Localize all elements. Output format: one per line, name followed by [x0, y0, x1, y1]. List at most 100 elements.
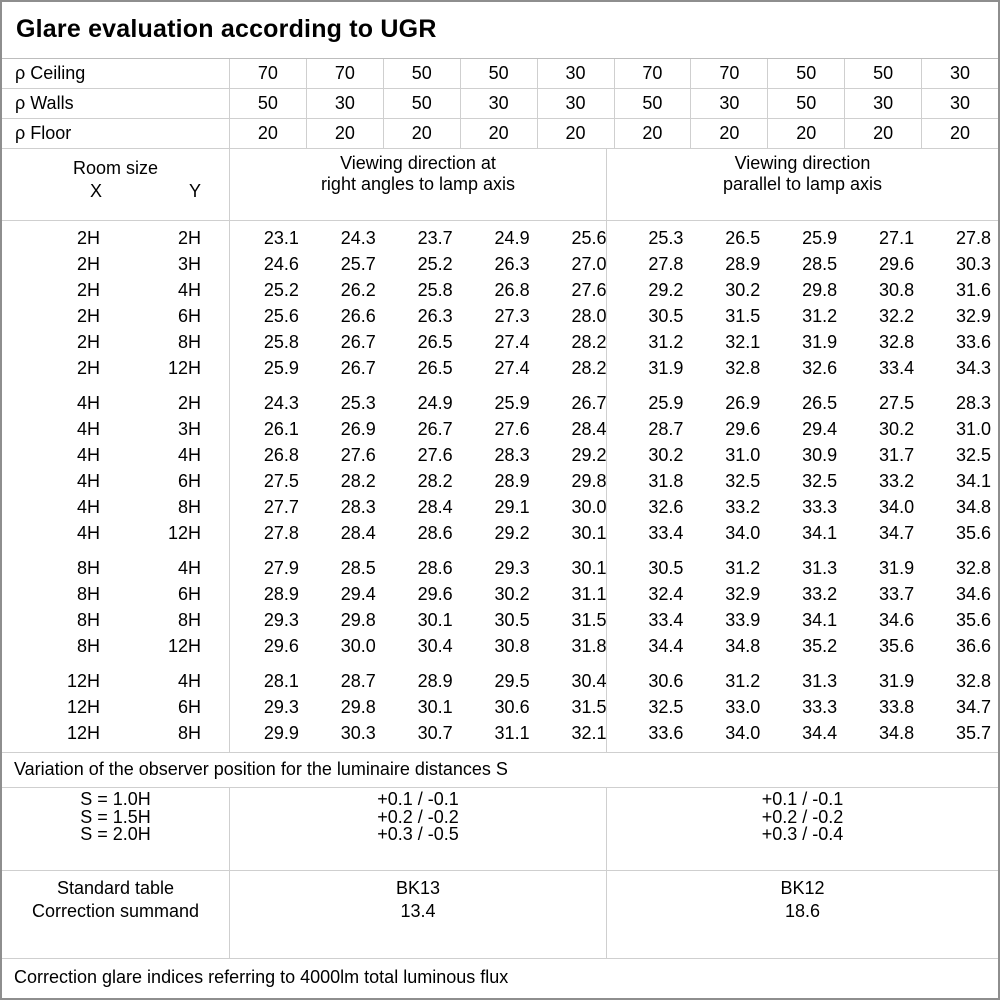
ugr-value-cell: 29.6: [417, 584, 453, 604]
ugr-value-cell: 25.3: [340, 393, 376, 413]
table-row: 2H 6H 25.6 26.6 26.3 27.3 28.0 30.5 31.5 31.2 32.2…: [2, 303, 998, 329]
s-label-3: S = 2.0H: [80, 824, 151, 844]
ugr-value-cell: 28.2: [571, 332, 607, 352]
reflectance-value-cell: 30: [844, 89, 921, 118]
room-size-group: 4H 2H 24.3 25.3 24.9 25.9 26.7 25.9 26.9 26.5 27.5…: [2, 390, 998, 546]
ugr-value-cell: 33.2: [725, 497, 761, 517]
ugr-value-cell: 27.8: [648, 254, 684, 274]
ugr-value-cell: 35.2: [802, 636, 838, 656]
ugr-value-cell: 30.3: [340, 723, 376, 743]
column-divider-center: [606, 221, 607, 752]
ugr-value-cell: 26.5: [417, 332, 453, 352]
ugr-value-cell: 33.6: [648, 723, 684, 743]
ugr-value-cell: 30.1: [571, 558, 607, 578]
ugr-value-cell: 28.3: [340, 497, 376, 517]
ugr-value-cell: 26.8: [494, 280, 530, 300]
ugr-value-cell: 31.8: [648, 471, 684, 491]
room-xy-labels: X Y: [2, 181, 229, 202]
standard-table-label: Standard table: [56, 878, 175, 898]
ugr-value-cell: 25.9: [263, 358, 299, 378]
ugr-value-cell: 32.8: [879, 332, 915, 352]
ugr-value-cell: 31.5: [571, 610, 607, 630]
ugr-value-cell: 28.9: [417, 671, 453, 691]
reflectance-value-cell: 50: [767, 59, 844, 88]
ugr-value-cell: 34.8: [725, 636, 761, 656]
variation-note: Variation of the observer position for t…: [2, 753, 998, 788]
ugr-value-cell: 30.2: [725, 280, 761, 300]
ugr-value-cell: 25.9: [648, 393, 684, 413]
ugr-value-cell: 34.3: [955, 358, 991, 378]
reflectance-value-cell: 20: [305, 119, 383, 148]
ugr-value-cell: 26.6: [340, 306, 376, 326]
room-size-group: 2H 2H 23.1 24.3 23.7 24.9 25.6 25.3 26.5 25.9 27.1…: [2, 225, 998, 381]
room-x-cell: 4H: [76, 445, 100, 465]
ugr-value-cell: 31.5: [571, 697, 607, 717]
room-x-cell: 12H: [66, 671, 100, 691]
table-row: 12H 6H 29.3 29.8 30.1 30.6 31.5 32.5 33.0 33.3 33.…: [2, 694, 998, 720]
ugr-value-cell: 28.5: [340, 558, 376, 578]
room-y-cell: 8H: [177, 497, 201, 517]
reflectance-row: ρ Floor 20 20 20 20 20 20 20 20 20 20: [2, 119, 998, 149]
ugr-value-cell: 27.9: [263, 558, 299, 578]
reflectance-value-cell: 30: [536, 59, 614, 88]
room-y-cell: 6H: [177, 697, 201, 717]
ugr-value-cell: 30.6: [494, 697, 530, 717]
ugr-value-cell: 33.4: [879, 358, 915, 378]
ugr-value-cell: 34.7: [955, 697, 991, 717]
ugr-value-cell: 28.9: [263, 584, 299, 604]
ugr-value-cell: 27.4: [494, 358, 530, 378]
correction-summand-parallel: 18.6: [784, 901, 821, 921]
ugr-value-cell: 34.1: [802, 610, 838, 630]
ugr-value-cell: 26.9: [340, 419, 376, 439]
reflectance-value-cell: 20: [459, 119, 537, 148]
ugr-value-cell: 32.8: [955, 558, 991, 578]
reflectance-label: ρ Walls: [15, 93, 74, 113]
ugr-value-cell: 25.9: [802, 228, 838, 248]
ugr-value-cell: 27.5: [263, 471, 299, 491]
ugr-value-cell: 25.9: [494, 393, 530, 413]
ugr-value-cell: 28.2: [417, 471, 453, 491]
ugr-value-cell: 33.6: [955, 332, 991, 352]
ugr-value-cell: 31.7: [879, 445, 915, 465]
ugr-value-cell: 30.0: [571, 497, 607, 517]
s-correction-right-angles-3: +0.3 / -0.5: [377, 824, 459, 844]
ugr-value-cell: 28.4: [340, 523, 376, 543]
room-x-cell: 8H: [76, 610, 100, 630]
ugr-value-cell: 32.8: [725, 358, 761, 378]
ugr-value-cell: 34.4: [648, 636, 684, 656]
room-size-group: 8H 4H 27.9 28.5 28.6 29.3 30.1 30.5 31.2 31.3 31.9…: [2, 555, 998, 659]
ugr-value-cell: 26.1: [263, 419, 299, 439]
ugr-value-cell: 30.2: [879, 419, 915, 439]
ugr-value-cell: 26.3: [417, 306, 453, 326]
ugr-value-cell: 30.3: [955, 254, 991, 274]
ugr-value-cell: 29.8: [340, 697, 376, 717]
reflectance-value-cell: 70: [613, 59, 691, 88]
ugr-value-cell: 34.7: [879, 523, 915, 543]
ugr-value-cell: 31.0: [725, 445, 761, 465]
ugr-value-cell: 24.9: [494, 228, 530, 248]
room-y-cell: 8H: [177, 723, 201, 743]
ugr-value-cell: 28.3: [955, 393, 991, 413]
room-x-cell: 4H: [76, 419, 100, 439]
ugr-value-cell: 33.2: [802, 584, 838, 604]
ugr-value-cell: 30.9: [802, 445, 838, 465]
s-correction-right-angles-1: +0.1 / -0.1: [377, 789, 459, 809]
ugr-value-cell: 31.3: [802, 558, 838, 578]
room-x-cell: 4H: [76, 497, 100, 517]
s-corrections-right-angles: +0.1 / -0.1 +0.2 / -0.2 +0.3 / -0.5: [229, 788, 606, 870]
ugr-value-cell: 28.1: [263, 671, 299, 691]
ugr-value-cell: 24.3: [263, 393, 299, 413]
room-x-cell: 2H: [76, 280, 100, 300]
ugr-value-cell: 28.3: [494, 445, 530, 465]
reflectance-value-cell: 20: [613, 119, 691, 148]
ugr-value-cell: 33.9: [725, 610, 761, 630]
ugr-value-table: 2H 2H 23.1 24.3 23.7 24.9 25.6 25.3 26.5 25.9 27.1…: [2, 221, 998, 753]
ugr-value-cell: 31.1: [494, 723, 530, 743]
table-row: 8H 4H 27.9 28.5 28.6 29.3 30.1 30.5 31.2 31.3 31.9…: [2, 555, 998, 581]
ugr-value-cell: 30.4: [417, 636, 453, 656]
observer-variation-block: S = 1.0H S = 1.5H S = 2.0H +0.1 / -0.1 +…: [2, 788, 998, 871]
ugr-value-cell: 28.6: [417, 558, 453, 578]
ugr-value-cell: 31.2: [725, 671, 761, 691]
ugr-value-cell: 28.9: [494, 471, 530, 491]
ugr-value-cell: 30.1: [417, 610, 453, 630]
